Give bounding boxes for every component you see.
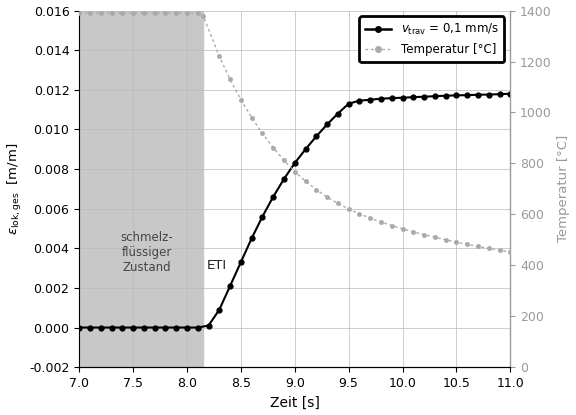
Legend: $v_{\mathregular{trav}}$ = 0,1 mm/s, Temperatur [°C]: $v_{\mathregular{trav}}$ = 0,1 mm/s, Tem…: [359, 17, 505, 62]
Bar: [79, 10, 203, 367]
Text: schmelz-
flüssiger
Zustand: schmelz- flüssiger Zustand: [121, 231, 173, 274]
Y-axis label: Temperatur [°C]: Temperatur [°C]: [558, 135, 570, 242]
Text: ETI: ETI: [206, 259, 226, 272]
Y-axis label: $\varepsilon_{\mathregular{lok,ges}}$  [m/m]: $\varepsilon_{\mathregular{lok,ges}}$ [m…: [6, 143, 24, 235]
X-axis label: Zeit [s]: Zeit [s]: [270, 395, 320, 410]
